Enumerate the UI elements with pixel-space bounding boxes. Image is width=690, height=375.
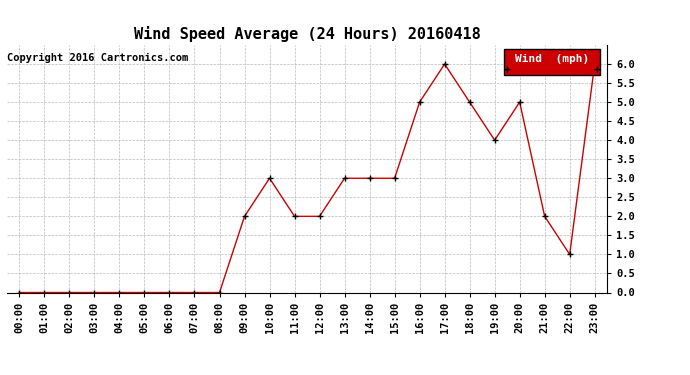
Text: Copyright 2016 Cartronics.com: Copyright 2016 Cartronics.com (7, 53, 188, 63)
Title: Wind Speed Average (24 Hours) 20160418: Wind Speed Average (24 Hours) 20160418 (134, 27, 480, 42)
Text: Wind  (mph): Wind (mph) (515, 54, 589, 64)
